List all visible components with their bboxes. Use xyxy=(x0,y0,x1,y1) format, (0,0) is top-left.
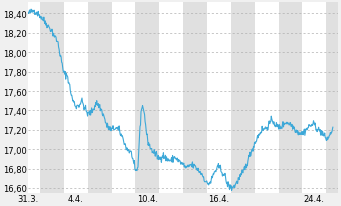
Bar xyxy=(231,3,255,193)
Bar xyxy=(302,3,326,193)
Bar xyxy=(279,3,302,193)
Bar xyxy=(88,3,112,193)
Bar xyxy=(326,3,338,193)
Bar xyxy=(112,3,135,193)
Bar xyxy=(40,3,64,193)
Bar xyxy=(64,3,88,193)
Bar xyxy=(135,3,159,193)
Bar xyxy=(28,3,40,193)
Bar xyxy=(183,3,207,193)
Bar xyxy=(207,3,231,193)
Bar xyxy=(159,3,183,193)
Bar xyxy=(255,3,279,193)
